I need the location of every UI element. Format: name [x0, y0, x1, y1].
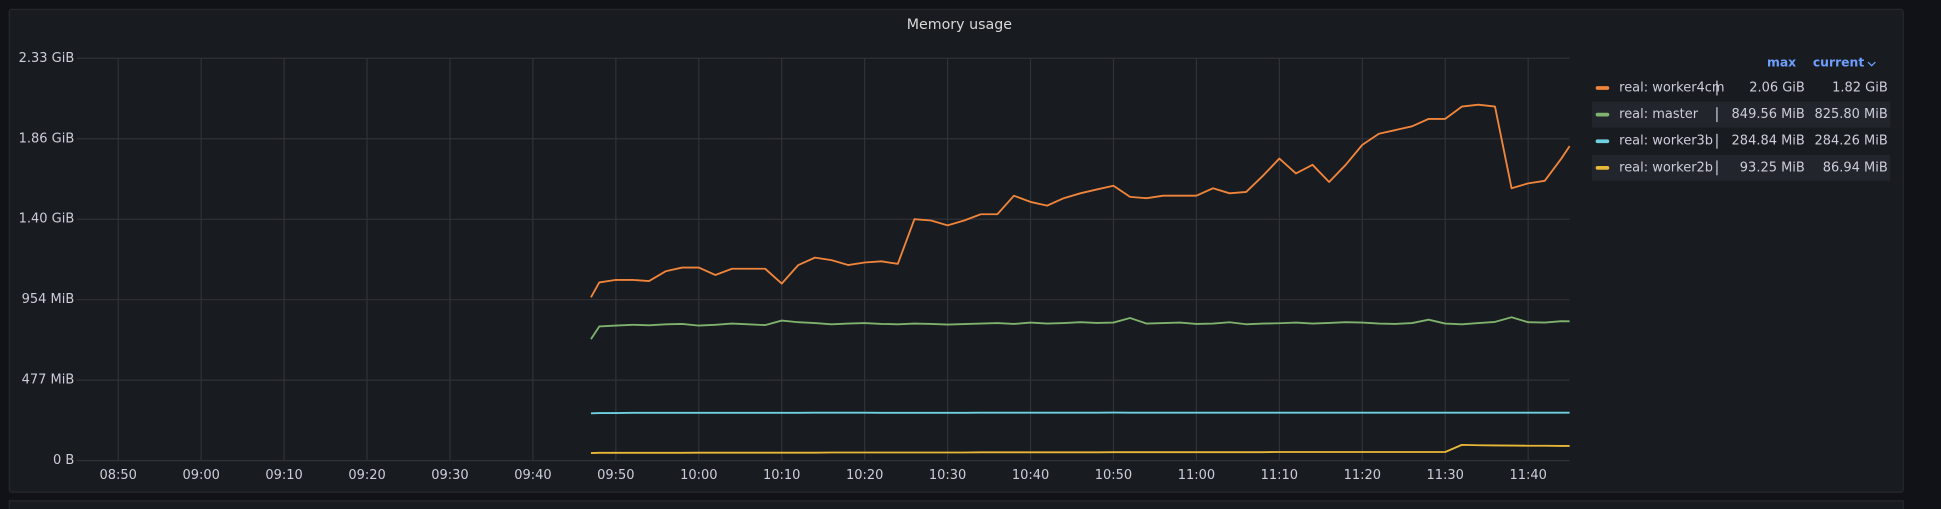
- panel: [8, 8, 1904, 493]
- x-tick-label: 09:10: [265, 468, 302, 483]
- x-tick-label: 09:50: [597, 468, 634, 483]
- sort-icon: [1867, 61, 1876, 67]
- x-tick-label: 09:40: [514, 468, 551, 483]
- x-tick-label: 11:00: [1178, 468, 1215, 483]
- x-tick-label: 09:00: [182, 468, 219, 483]
- y-tick-label: 2.33 GiB: [19, 51, 75, 66]
- legend-name[interactable]: real: worker2b: [1619, 160, 1713, 175]
- legend-header[interactable]: max: [1767, 56, 1796, 70]
- series-line: [590, 411, 1570, 415]
- y-tick-label: 1.40 GiB: [19, 212, 75, 227]
- y-tick-label: 0 B: [53, 453, 74, 468]
- y-tick-label: 954 MiB: [22, 292, 75, 307]
- x-tick-label: 10:30: [929, 468, 966, 483]
- legend-current: 825.80 MiB: [1814, 107, 1887, 122]
- legend-max: 849.56 MiB: [1732, 107, 1805, 122]
- plot: 0 B 477 MiB 954 MiB 1.40 GiB 1.86 GiB 2.33 Gi…: [19, 51, 1571, 483]
- legend-name[interactable]: real: worker4cm: [1619, 81, 1724, 96]
- x-tick-label: 08:50: [100, 468, 137, 483]
- legend-swatch: [1595, 112, 1610, 117]
- x-tick-label: 10:50: [1095, 468, 1132, 483]
- legend-row-bg: [1591, 154, 1891, 181]
- series-line: [590, 443, 1570, 454]
- legend-name[interactable]: real: master: [1619, 107, 1699, 122]
- legend-current: 284.26 MiB: [1814, 134, 1887, 149]
- legend-current: 86.94 MiB: [1823, 160, 1888, 175]
- y-tick-label: 477 MiB: [22, 373, 75, 388]
- x-tick-label: 11:30: [1427, 468, 1464, 483]
- legend-swatch: [1595, 165, 1610, 170]
- series-line: [590, 103, 1571, 298]
- x-tick-label: 11:20: [1344, 468, 1381, 483]
- legend-max: 284.84 MiB: [1732, 134, 1805, 149]
- x-tick-label: 10:20: [846, 468, 883, 483]
- x-tick-label: 09:30: [431, 468, 468, 483]
- legend-header[interactable]: current: [1813, 56, 1864, 70]
- legend-max: 93.25 MiB: [1740, 160, 1805, 175]
- legend[interactable]: max current real: worker4cm 2.06 GiB 1.82 Gi…: [1591, 56, 1891, 181]
- x-tick-label: 10:40: [1012, 468, 1049, 483]
- series-line: [590, 316, 1570, 340]
- panel-title: Memory usage: [907, 17, 1012, 33]
- legend-current: 1.82 GiB: [1832, 81, 1888, 96]
- x-tick-label: 10:00: [680, 468, 717, 483]
- legend-max: 2.06 GiB: [1749, 81, 1805, 96]
- x-tick-label: 11:40: [1509, 468, 1546, 483]
- legend-swatch: [1595, 139, 1610, 144]
- x-tick-label: 09:20: [348, 468, 385, 483]
- legend-swatch: [1595, 86, 1610, 90]
- legend-name[interactable]: real: worker3b: [1619, 134, 1713, 149]
- x-tick-label: 10:10: [763, 468, 800, 483]
- next-panel: [8, 500, 1904, 509]
- x-tick-label: 11:10: [1261, 468, 1298, 483]
- y-tick-label: 1.86 GiB: [19, 131, 75, 146]
- legend-row-bg: [1591, 101, 1891, 128]
